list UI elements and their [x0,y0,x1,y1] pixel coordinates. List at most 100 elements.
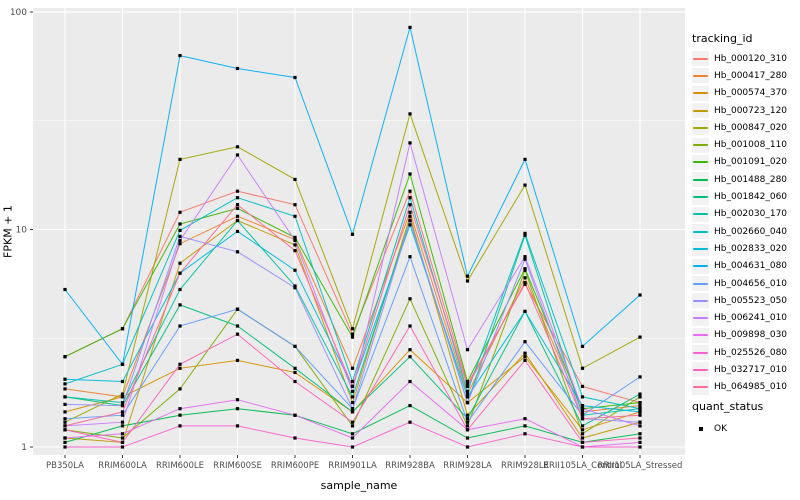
data-point [63,387,67,391]
data-point [523,282,527,286]
data-point [350,410,355,414]
data-point [350,335,355,339]
data-point [293,75,297,80]
data-point [638,392,642,396]
data-point [120,401,125,405]
data-point [178,303,182,307]
data-point [465,389,470,394]
data-point [235,203,240,207]
data-point [638,436,642,440]
data-point [638,407,642,411]
data-point [523,255,527,259]
data-point [63,382,67,386]
legend-items: Hb_000120_310 Hb_000417_280 Hb_000574_370 H… [692,50,787,396]
y-tick-label: 10 [16,226,28,236]
legend-key-icon [692,327,709,343]
legend-item-label: Hb_004656_010 [714,278,788,289]
x-tick-label: RRIM928LE [501,461,549,471]
data-point [235,332,240,336]
data-point [63,417,67,421]
legend-key-line [693,92,708,95]
data-point [638,413,642,417]
data-point [178,261,182,265]
data-point [350,432,355,436]
data-point [178,210,182,214]
data-point [120,420,125,424]
data-point [408,218,412,223]
legend-key-icon [692,362,709,378]
legend-item-Hb_025526_080: Hb_025526_080 [692,344,787,361]
data-point [120,410,125,414]
legend-item-quant-ok: OK [692,420,727,437]
legend-item-Hb_002030_170: Hb_002030_170 [692,206,787,223]
data-point [350,389,355,394]
data-point [63,428,67,432]
data-point [235,145,240,149]
data-point [178,362,182,366]
data-point [293,436,297,440]
legend-key-line [693,386,708,389]
legend-key-icon [692,172,709,188]
legend-item-label: Hb_004631_080 [714,261,788,272]
data-point [638,424,642,428]
data-point [235,218,240,223]
data-point [580,428,585,432]
data-point [523,257,527,261]
data-point [580,407,585,411]
legend-item-label: Hb_002660_040 [714,226,788,237]
data-point [638,375,642,379]
data-point [235,229,240,233]
data-point [638,401,642,405]
data-point [408,210,412,214]
data-point [350,327,355,331]
data-point [63,445,67,449]
data-point [178,366,182,370]
data-point [523,281,527,285]
legend-key-icon [692,345,709,361]
legend-item-label: Hb_064985_010 [714,382,788,393]
legend-key-icon [692,310,709,326]
data-point [350,332,355,336]
legend-item-Hb_001488_280: Hb_001488_280 [692,171,787,188]
data-point [350,445,355,449]
x-tick-label: RRIM600PE [271,461,319,471]
data-point [293,203,297,207]
data-point [523,417,527,421]
legend-item-Hb_000417_280: Hb_000417_280 [692,67,787,84]
legend-item-Hb_005523_050: Hb_005523_050 [692,292,787,309]
ok-square-marker-icon [692,421,709,436]
data-point [178,407,182,411]
data-point [465,279,470,283]
data-point [235,189,240,193]
data-point [465,445,470,449]
x-axis-title: sample_name [320,479,398,492]
data-point [235,153,240,157]
data-point [465,382,470,386]
data-point [350,401,355,405]
data-point [178,228,182,232]
data-point [293,284,297,288]
legend-key-line [693,299,708,302]
data-point [350,379,355,384]
data-point [178,287,182,292]
legend-key-line [693,282,708,285]
legend-item-label: Hb_001008_110 [714,140,788,151]
data-point [638,335,642,339]
data-point [178,424,182,428]
data-point [580,384,585,388]
y-axis-title: FPKM + 1 [1,205,15,258]
data-point [580,410,585,414]
data-point [120,327,125,331]
data-point [235,206,240,210]
data-point [235,307,240,311]
data-point [408,379,412,384]
legend-key-line [693,351,708,354]
legend-key-icon [692,85,709,101]
x-tick-label: RRIM600SE [213,461,262,471]
legend-item-Hb_001842_060: Hb_001842_060 [692,188,787,205]
data-point [63,420,67,424]
legend-item-Hb_032717_010: Hb_032717_010 [692,361,787,378]
data-point [580,366,585,370]
data-point [465,420,470,424]
